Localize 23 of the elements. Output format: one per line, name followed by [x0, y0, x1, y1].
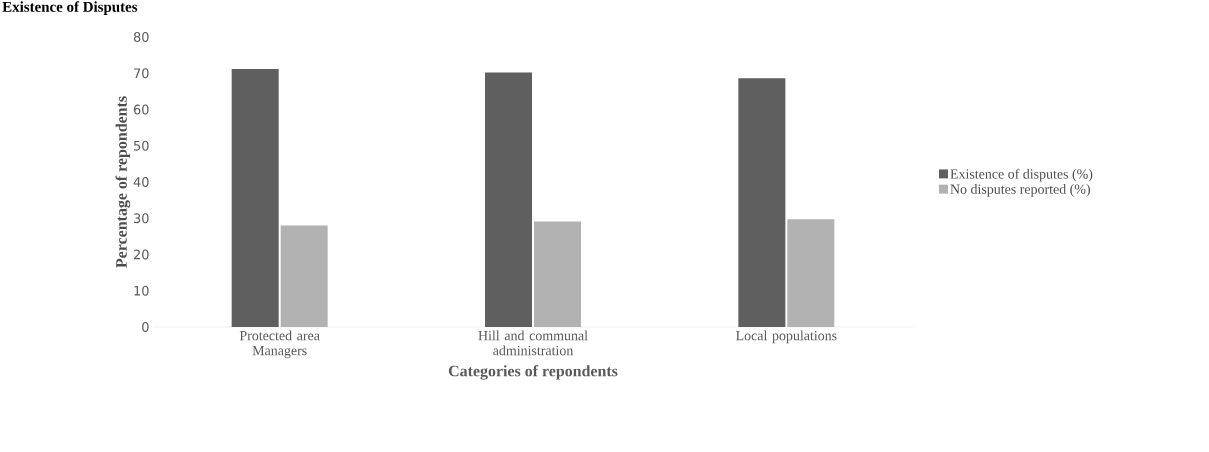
- x-tick-label: Local populations: [736, 330, 837, 344]
- bar: [485, 72, 533, 327]
- x-tick-label: Hill and communal administration: [478, 330, 588, 356]
- y-axis-title: Percentage of repondents: [115, 96, 131, 268]
- legend-label: No disputes reported (%): [950, 184, 1090, 197]
- y-tick-label: 70: [134, 68, 149, 79]
- bar: [534, 221, 582, 327]
- bar: [738, 78, 786, 327]
- y-tick-label: 80: [133, 32, 149, 42]
- y-tick-label: 20: [133, 249, 149, 260]
- x-tick-label: Protected area Managers: [239, 330, 320, 359]
- y-tick-label: 40: [133, 177, 149, 187]
- bar: [231, 68, 279, 327]
- legend-label: Existence of disputes (%): [950, 168, 1093, 182]
- bar: [280, 225, 328, 327]
- x-axis-title: Categories of repondents: [448, 364, 618, 380]
- bar: [787, 219, 835, 327]
- y-tick-label: 60: [133, 104, 149, 115]
- y-tick-label: 30: [134, 213, 149, 224]
- y-tick-label: 0: [142, 322, 149, 332]
- y-tick-label: 50: [134, 140, 149, 151]
- y-tick-label: 10: [134, 285, 149, 296]
- chart-title: Existence of Disputes: [2, 1, 138, 15]
